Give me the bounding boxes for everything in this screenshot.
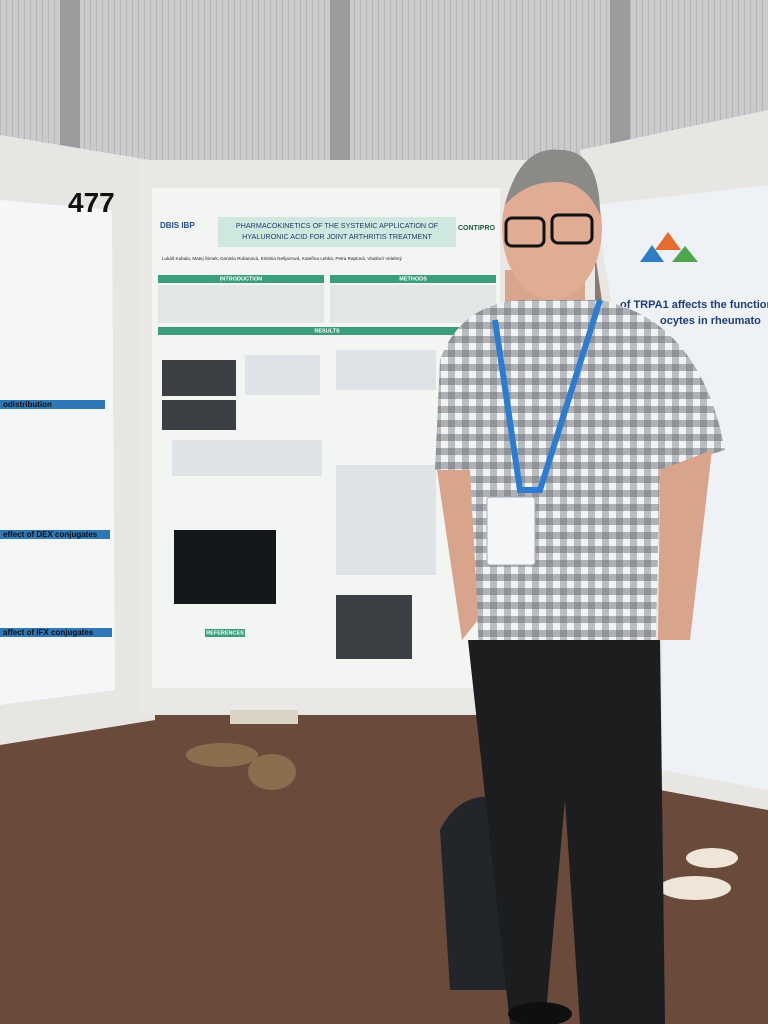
glasses bbox=[504, 216, 546, 248]
shoe bbox=[508, 1002, 572, 1024]
text-block bbox=[330, 285, 496, 323]
left-heading-bar bbox=[0, 400, 105, 409]
logo-shape bbox=[640, 245, 664, 262]
shoe bbox=[248, 754, 296, 790]
glasses bbox=[550, 213, 594, 245]
figure bbox=[174, 530, 276, 604]
shoe bbox=[659, 876, 731, 900]
section-bar bbox=[205, 629, 245, 637]
right-poster-title: of TRPA1 affects the function bbox=[620, 299, 768, 311]
pillar bbox=[610, 0, 630, 170]
logo-shape bbox=[655, 232, 681, 250]
right-poster-title: ocytes in rheumato bbox=[660, 315, 761, 327]
arm bbox=[658, 450, 712, 640]
figure bbox=[336, 350, 436, 390]
figure bbox=[336, 465, 436, 575]
left-heading: odistribution bbox=[3, 400, 52, 409]
pillar bbox=[330, 0, 350, 170]
left-heading: affect of IFX conjugates bbox=[3, 628, 94, 637]
logo: CONTIPRO bbox=[458, 225, 496, 232]
hair bbox=[505, 149, 600, 215]
shoe bbox=[686, 848, 738, 868]
text-block bbox=[158, 285, 324, 323]
shoe bbox=[186, 743, 258, 767]
logo: DBIS IBP bbox=[160, 221, 195, 230]
left-heading-bar bbox=[0, 628, 112, 637]
section-bar bbox=[330, 275, 496, 283]
section-heading: METHODS bbox=[399, 276, 427, 282]
pillar bbox=[60, 0, 80, 170]
poster-number: 477 bbox=[68, 187, 115, 218]
figure bbox=[172, 440, 322, 476]
section-heading: INTRODUCTION bbox=[220, 276, 262, 282]
left-poster bbox=[0, 200, 115, 705]
figure bbox=[162, 400, 236, 430]
section-bar bbox=[158, 275, 324, 283]
left-heading: effect of DEX conjugates bbox=[3, 530, 98, 539]
section-heading: RESULTS bbox=[314, 328, 340, 334]
trousers bbox=[468, 640, 665, 1024]
arm bbox=[437, 470, 478, 640]
figure bbox=[162, 360, 236, 396]
logo-shape bbox=[672, 246, 698, 262]
figure bbox=[336, 595, 412, 659]
badge bbox=[486, 496, 536, 566]
figure bbox=[245, 355, 320, 395]
section-heading: REFERENCES bbox=[206, 630, 244, 636]
lanyard bbox=[492, 299, 603, 493]
poster-title: PHARMACOKINETICS OF THE SYSTEMIC APPLICA… bbox=[236, 221, 439, 230]
section-bar bbox=[158, 327, 496, 335]
title-box bbox=[218, 217, 456, 247]
left-heading-bar bbox=[0, 530, 110, 539]
poster-authors: Lukáš Kubala, Matej Šimek, Daniela Ruban… bbox=[162, 255, 402, 261]
trouser-leg bbox=[230, 710, 298, 724]
poster-title: HYALURONIC ACID FOR JOINT ARTHRITIS TREA… bbox=[242, 232, 432, 241]
